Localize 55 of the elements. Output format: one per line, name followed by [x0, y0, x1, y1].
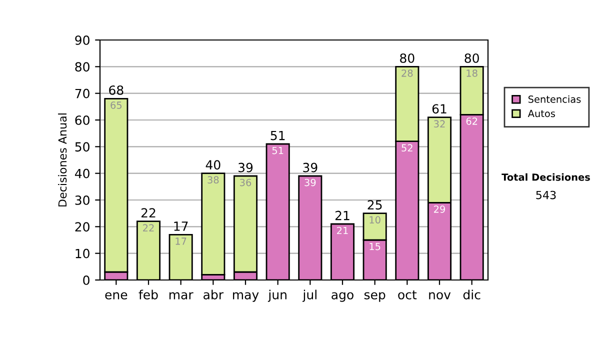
- data-label: 10: [370, 216, 380, 224]
- total-label: 25: [368, 200, 382, 210]
- data-label: 28: [402, 70, 413, 77]
- x-tick-label: feb: [138, 290, 158, 300]
- y-tick-label: 0: [83, 275, 90, 285]
- total-label: 61: [432, 104, 446, 114]
- x-tick-label: nov: [429, 292, 451, 300]
- y-tick-label: 30: [75, 195, 90, 205]
- y-tick-label: 60: [75, 115, 90, 125]
- data-label: 29: [434, 206, 445, 213]
- total-label: 40: [206, 160, 220, 170]
- x-tick-label: sep: [364, 292, 386, 302]
- x-tick-label: ene: [105, 292, 128, 300]
- y-tick-label: 90: [75, 35, 90, 45]
- total-label: 68: [109, 85, 124, 95]
- y-tick-label: 50: [75, 142, 90, 152]
- x-tick-label: abr: [204, 290, 224, 300]
- data-label: 15: [370, 242, 380, 250]
- legend-label: Sentencias: [528, 95, 581, 103]
- x-tick-label: may: [233, 292, 259, 302]
- data-label: 52: [402, 144, 412, 152]
- total-label: 51: [270, 130, 285, 140]
- data-label: 32: [434, 120, 445, 128]
- data-label: 22: [143, 224, 154, 232]
- y-tick-label: 40: [74, 168, 90, 178]
- total-label: 80: [464, 53, 479, 63]
- x-tick-label: jul: [302, 290, 316, 302]
- text: Total Decisiones: [502, 173, 590, 181]
- total-label: 39: [303, 162, 318, 172]
- data-label: 17: [176, 238, 186, 245]
- data-label: 38: [208, 176, 219, 184]
- total-label: 22: [141, 208, 156, 218]
- y-tick-label: 10: [76, 248, 90, 258]
- total-label: 39: [238, 162, 253, 172]
- y-tick-label: 70: [75, 88, 90, 98]
- y-axis-title: Decisiones Anual: [58, 114, 67, 206]
- x-tick-label: mar: [169, 292, 194, 300]
- data-label: 39: [304, 178, 316, 186]
- x-tick-label: oct: [398, 290, 417, 300]
- data-label: 21: [337, 226, 348, 234]
- total-label: 17: [174, 222, 188, 231]
- data-label: 18: [466, 70, 478, 77]
- data-label: 51: [272, 146, 284, 154]
- x-tick-label: dic: [463, 290, 480, 300]
- total-label: 80: [400, 53, 414, 63]
- text: 543: [536, 190, 556, 200]
- data-label: 36: [240, 178, 252, 186]
- y-tick-label: 20: [75, 222, 90, 232]
- x-tick-label: jun: [268, 290, 286, 302]
- total-label: 21: [335, 210, 350, 220]
- legend-label: Autos: [528, 110, 555, 118]
- data-label: 62: [466, 118, 478, 125]
- data-label: 65: [110, 102, 122, 109]
- y-tick-label: 80: [75, 62, 90, 72]
- x-tick-label: ago: [332, 292, 354, 302]
